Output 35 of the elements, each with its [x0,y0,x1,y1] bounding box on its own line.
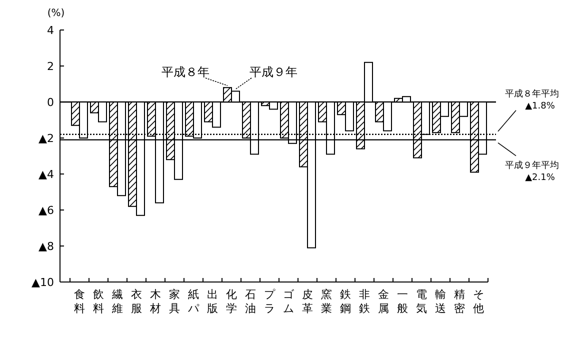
x-tick-label: 木材 [149,288,161,315]
x-tick-label: 金属 [378,288,389,315]
series-label: 平成９年 [250,65,298,79]
x-tick-label: 紙パ [187,288,200,315]
x-tick-label: 精密 [454,288,465,315]
y-tick-label: 4 [47,24,54,37]
x-tick-label: 輸送 [435,288,446,315]
x-tick-label: そ他 [473,288,484,315]
x-tick-label: プラ [264,288,276,315]
y-tick-label: ▲4 [38,168,54,181]
x-tick-label: 飲料 [93,288,104,315]
x-tick-label: 食料 [74,288,85,315]
x-tick-label: 化学 [226,288,237,315]
ref-line-label: 平成８年平均 ▲1.8% [505,88,559,112]
legend-label: 平成９年平均 ▲2.1% [505,160,559,183]
y-tick-label: ▲6 [38,204,54,217]
x-tick-label: 窯業 [321,288,332,315]
x-tick-label: ゴム [283,288,295,315]
x-tick-label: 非鉄 [359,288,370,315]
x-tick-label: 出版 [207,288,218,315]
x-tick-label: 一般 [397,288,408,315]
y-axis-title: (%) [47,8,65,19]
x-tick-label: 皮革 [302,288,313,315]
y-tick-label: ▲10 [32,276,54,289]
y-tick-label: 0 [47,96,54,109]
x-tick-label: 鉄鋼 [340,288,351,315]
x-tick-label: 電気 [416,288,427,315]
x-tick-label: 家具 [169,288,180,315]
x-tick-label: 衣服 [131,288,142,315]
y-tick-label: ▲2 [38,132,54,145]
series-label: 平成８年 [162,65,210,79]
x-tick-label: 繊維 [111,288,123,315]
x-tick-label: 石油 [245,288,256,315]
y-tick-label: ▲8 [38,240,54,253]
y-tick-label: 2 [47,60,54,73]
